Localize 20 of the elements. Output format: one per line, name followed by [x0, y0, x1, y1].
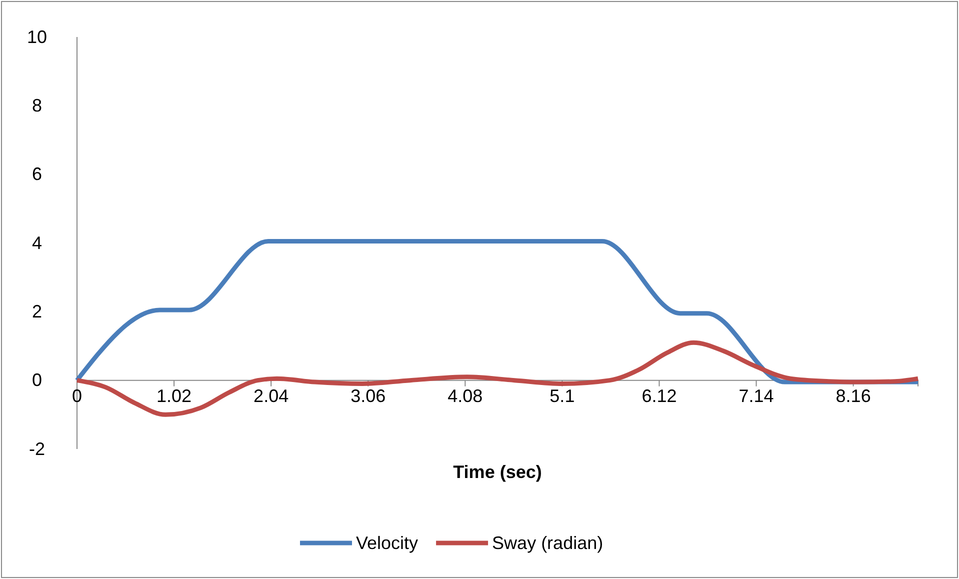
- y-tick-label: 8: [32, 95, 42, 116]
- x-tick-label: 0: [72, 386, 82, 406]
- x-tick-label: 3.06: [350, 386, 386, 406]
- x-tick-label: 2.04: [254, 386, 289, 406]
- line-series: [74, 340, 920, 417]
- y-tick-label: 10: [26, 26, 48, 47]
- legend-label: Sway (radian): [492, 533, 604, 553]
- legend-label: Velocity: [356, 533, 418, 553]
- x-tick-label: 7.14: [738, 386, 774, 406]
- x-tick-label: 6.12: [642, 386, 677, 406]
- y-tick-label: 2: [32, 301, 42, 322]
- x-tick-label: 4.08: [448, 386, 483, 406]
- x-tick-label: 8.16: [836, 386, 871, 406]
- x-tick-label: 1.02: [156, 386, 192, 406]
- x-tick-label: 5.1: [550, 386, 575, 406]
- y-tick-label: 0: [32, 370, 42, 390]
- y-tick-label: -2: [28, 438, 46, 459]
- x-axis-title: Time (sec): [453, 462, 542, 482]
- y-tick-label: 4: [32, 232, 42, 253]
- y-tick-label: 6: [32, 164, 42, 184]
